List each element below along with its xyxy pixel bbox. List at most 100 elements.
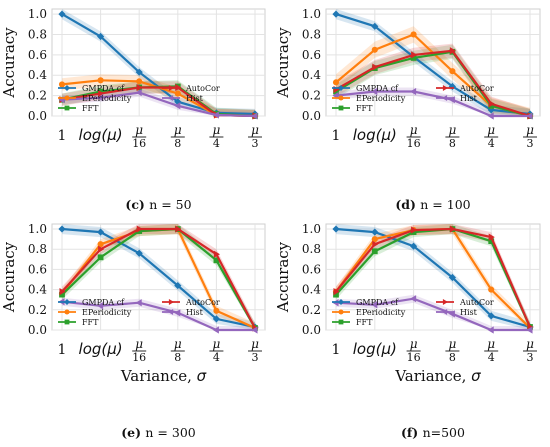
data-point (136, 225, 143, 233)
x-tick-numerator: μ (135, 123, 143, 137)
legend-entry: FFT (332, 104, 373, 113)
data-point (488, 286, 495, 293)
confidence-band (336, 224, 530, 330)
legend-label: FFT (356, 104, 373, 113)
data-point (98, 245, 105, 253)
series-line (335, 297, 530, 332)
panel-caption: (c) n = 50 (125, 197, 191, 212)
legend-label: Hist (186, 94, 204, 103)
x-tick-label: μ3 (248, 123, 262, 150)
legend-label: Hist (460, 308, 478, 317)
data-point (371, 22, 379, 30)
x-tick-denominator: 16 (132, 351, 146, 364)
legend-entry: GMPDA cf (58, 298, 125, 307)
data-point (371, 248, 378, 255)
data-point (410, 295, 417, 303)
x-tick-label: 1 (332, 342, 341, 358)
legend-label: Hist (186, 308, 204, 317)
series-line (61, 227, 256, 329)
x-tick-denominator: 3 (252, 137, 259, 150)
series-line (335, 90, 530, 118)
data-point (97, 94, 104, 102)
legend-entry: Hist (436, 308, 478, 317)
data-point (135, 299, 142, 307)
y-axis-label: Accuracy (274, 27, 292, 99)
data-point (97, 302, 104, 310)
legend-label: AutoCor (185, 84, 220, 93)
y-tick-label: 0.4 (302, 283, 321, 297)
data-point (212, 111, 219, 119)
x-tick-label: log(μ) (353, 126, 397, 144)
data-point (487, 312, 495, 320)
x-tick-denominator: 4 (488, 137, 495, 150)
y-tick-label: 0.2 (28, 303, 47, 317)
legend-swatch-marker (168, 95, 174, 101)
x-tick-label: log(μ) (353, 340, 397, 358)
legend-swatch-marker (338, 319, 344, 325)
confidence-band (336, 87, 530, 116)
legend-swatch-marker (442, 85, 448, 91)
data-point (372, 63, 379, 71)
x-tick-label: 1 (58, 128, 67, 144)
data-point (97, 254, 104, 261)
x-tick-label: log(μ) (79, 126, 123, 144)
legend-entry: FFT (58, 318, 99, 327)
legend: GMPDA cf AutoCor EPeriodicity Hist FFT (58, 84, 220, 113)
x-tick-denominator: 8 (174, 351, 181, 364)
series-line (61, 227, 256, 329)
series-line (61, 300, 255, 332)
legend-entry: GMPDA cf (332, 298, 399, 307)
data-point (371, 301, 378, 309)
data-point (58, 10, 66, 18)
x-tick-numerator: μ (251, 123, 259, 137)
x-tick-numerator: μ (174, 337, 182, 351)
legend-entry: AutoCor (162, 84, 220, 93)
panel-caption: (f) n=500 (401, 425, 465, 440)
confidence-band (62, 224, 255, 330)
y-tick-label: 0.4 (302, 68, 321, 82)
x-tick-label: 1 (58, 342, 67, 358)
x-tick-numerator: μ (526, 337, 534, 351)
legend-label: EPeriodicity (82, 308, 132, 317)
data-point (135, 88, 142, 97)
y-tick-label: 0.0 (302, 323, 321, 337)
data-point (526, 326, 533, 334)
data-point (449, 47, 456, 55)
legend-label: FFT (356, 318, 373, 327)
x-tick-label: 1 (332, 128, 341, 144)
data-point (411, 226, 418, 234)
data-point (97, 228, 105, 236)
y-tick-label: 0.0 (28, 323, 47, 337)
data-point (251, 112, 258, 120)
data-point (449, 68, 456, 75)
legend-entry: GMPDA cf (58, 84, 125, 93)
data-point (332, 79, 340, 86)
data-point (58, 225, 66, 233)
legend-label: EPeriodicity (82, 94, 132, 103)
y-axis-label: Accuracy (0, 27, 18, 99)
legend-swatch-marker (442, 309, 448, 315)
legend-swatch-marker (64, 105, 70, 111)
y-tick-label: 0.2 (302, 303, 321, 317)
data-point (448, 273, 456, 282)
legend-entry: EPeriodicity (58, 308, 132, 317)
y-axis-label: Accuracy (0, 241, 18, 313)
y-tick-label: 0.2 (28, 89, 47, 103)
x-tick-numerator: μ (410, 123, 418, 137)
y-tick-label: 0.0 (302, 109, 321, 123)
plot-area (325, 8, 541, 117)
x-tick-label: log(μ) (79, 340, 123, 358)
y-tick-label: 1.0 (28, 222, 47, 236)
series-line (335, 227, 532, 328)
y-tick-label: 0.8 (302, 242, 321, 256)
legend: GMPDA cf AutoCor EPeriodicity Hist FFT (58, 298, 220, 327)
legend-swatch-marker (64, 309, 70, 315)
legend-entry: EPeriodicity (332, 94, 406, 103)
data-point (212, 326, 219, 334)
data-point (410, 31, 417, 38)
x-tick-numerator: μ (487, 123, 495, 137)
y-tick-label: 0.8 (28, 242, 47, 256)
